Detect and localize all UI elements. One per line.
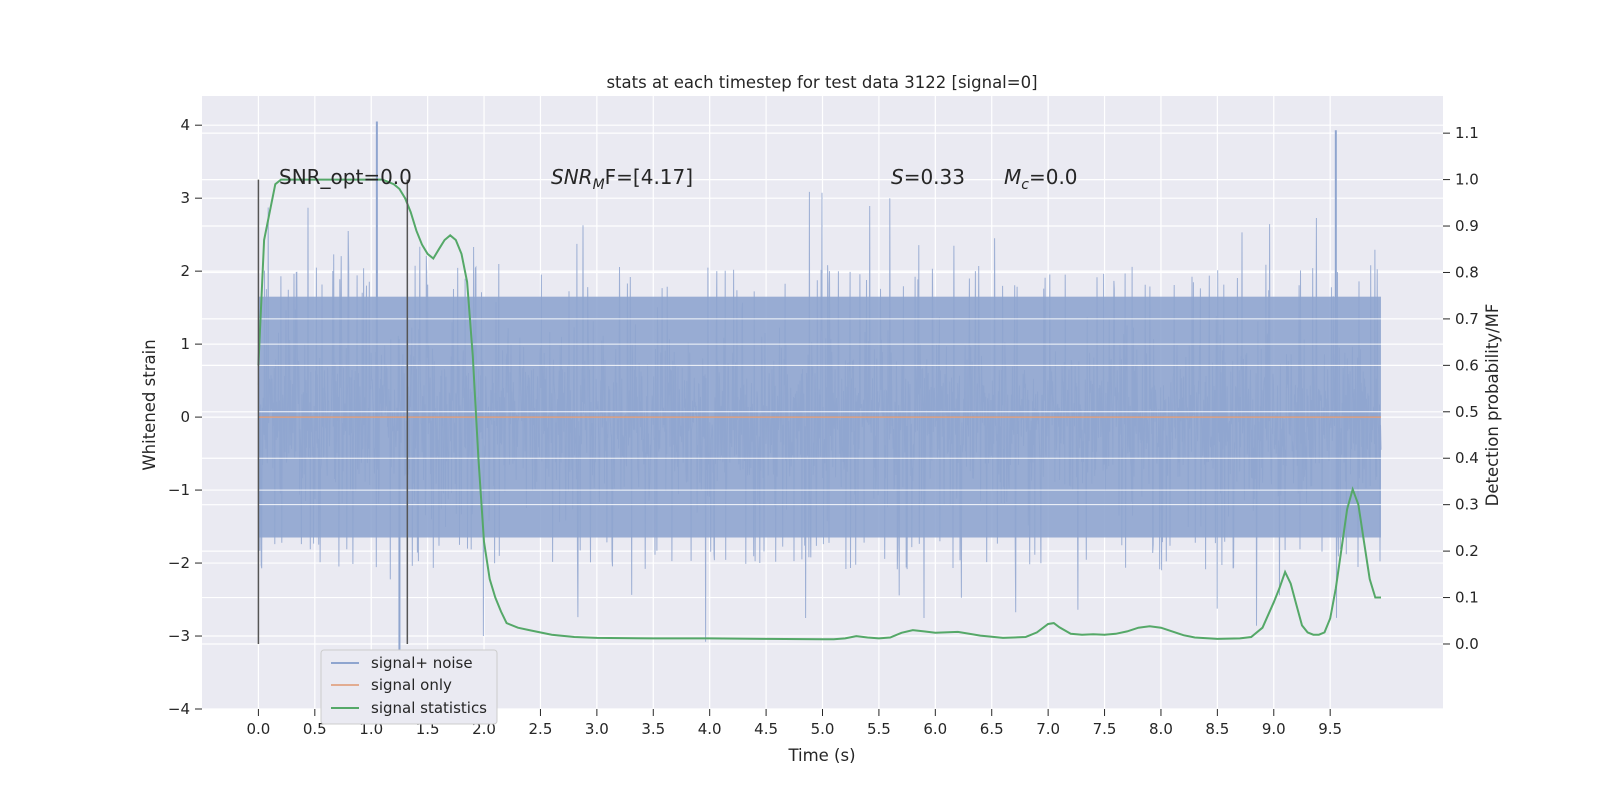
- x-tick-label: 9.5: [1318, 720, 1342, 738]
- y-tick-label: −2: [168, 554, 190, 572]
- x-tick-label: 8.5: [1205, 720, 1229, 738]
- y2-tick-label: 1.1: [1455, 124, 1479, 142]
- legend: signal+ noise signal only signal statist…: [320, 649, 498, 725]
- x-tick-label: 4.0: [698, 720, 722, 738]
- annotation-snr-opt: SNR_opt=0.0: [279, 165, 412, 189]
- x-tick-label: 6.5: [980, 720, 1004, 738]
- y-tick-label: 1: [180, 335, 190, 353]
- x-tick-label: 5.5: [867, 720, 891, 738]
- x-tick-label: 3.5: [641, 720, 665, 738]
- y-tick-label: −4: [168, 700, 190, 718]
- x-tick-label: 3.0: [585, 720, 609, 738]
- marker-layer: [257, 179, 409, 644]
- y-tick-label: −3: [168, 627, 190, 645]
- x-tick-label: 0.0: [246, 720, 270, 738]
- y2-tick-label: 0.0: [1455, 635, 1479, 653]
- x-tick-label: 4.5: [754, 720, 778, 738]
- annotation-s-base: S: [891, 165, 904, 189]
- legend-label-signal-noise: signal+ noise: [371, 654, 473, 672]
- y-axis-label: Whitened strain: [140, 339, 159, 470]
- annotation-snr-mf: SNRMF=[4.17]: [551, 165, 693, 193]
- legend-box: [320, 649, 498, 725]
- y2-tick-label: 0.6: [1455, 356, 1479, 374]
- y-tick-label: 3: [180, 189, 190, 207]
- annotation-snr-mf-rest: F=[4.17]: [605, 165, 693, 189]
- y2-tick-label: 0.5: [1455, 403, 1479, 421]
- y2-tick-label: 0.1: [1455, 589, 1479, 607]
- y-tick-label: 0: [180, 408, 190, 426]
- legend-label-signal-only: signal only: [371, 676, 452, 694]
- x-tick-label: 7.0: [1036, 720, 1060, 738]
- x-tick-label: 5.0: [811, 720, 835, 738]
- x-tick-label: 8.0: [1149, 720, 1173, 738]
- series-signal-statistics-line: [257, 178, 1381, 641]
- x-tick-label: 2.5: [529, 720, 553, 738]
- y-tick-label: −1: [168, 481, 190, 499]
- x-axis-label: Time (s): [787, 746, 855, 765]
- x-tick-label: 7.5: [1093, 720, 1117, 738]
- legend-label-signal-statistics: signal statistics: [371, 699, 487, 717]
- annotation-snr-mf-base: SNR: [551, 165, 593, 189]
- annotation-mc-sub: c: [1021, 177, 1029, 193]
- y2-tick-label: 0.9: [1455, 217, 1479, 235]
- y2-tick-label: 1.0: [1455, 171, 1479, 189]
- annotation-s-rest: =0.33: [904, 165, 965, 189]
- annotation-s: S=0.33: [891, 165, 965, 189]
- x-tick-label: 0.5: [303, 720, 327, 738]
- y-tick-label: 4: [180, 116, 190, 134]
- annotation-mc: Mc=0.0: [1004, 165, 1078, 193]
- x-tick-label: 6.0: [923, 720, 947, 738]
- y2-tick-label: 0.7: [1455, 310, 1479, 328]
- series-layer: [257, 121, 1382, 651]
- x-tick-label: 9.0: [1262, 720, 1286, 738]
- y2-tick-label: 0.8: [1455, 263, 1479, 281]
- annotation-mc-base: M: [1004, 165, 1021, 189]
- annotation-mc-rest: =0.0: [1029, 165, 1078, 189]
- y2-tick-label: 0.4: [1455, 449, 1479, 467]
- chart-title: stats at each timestep for test data 312…: [606, 73, 1037, 92]
- annotation-snr-mf-sub: M: [593, 177, 605, 193]
- y2-tick-label: 0.3: [1455, 496, 1479, 514]
- y-tick-label: 2: [180, 262, 190, 280]
- y2-axis-label: Detection probability/MF: [1483, 304, 1502, 507]
- y2-tick-label: 0.2: [1455, 542, 1479, 560]
